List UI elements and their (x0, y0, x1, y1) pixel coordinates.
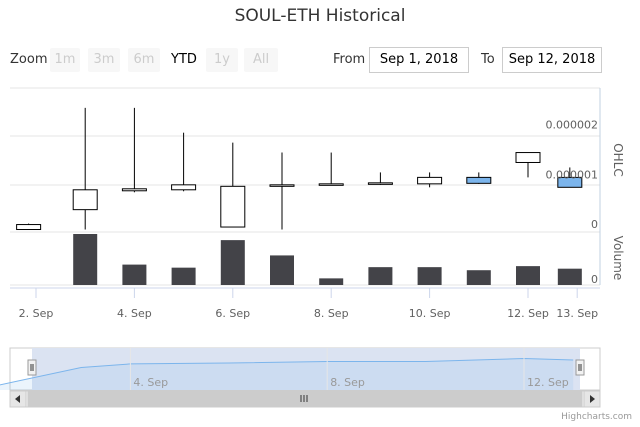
volume-bar (122, 264, 147, 285)
volume-bar (516, 266, 540, 285)
zoom-3m-button[interactable]: 3m (88, 48, 120, 72)
from-date-input[interactable]: Sep 1, 2018 (369, 47, 469, 73)
navigator-line (0, 357, 574, 386)
volume-bar (319, 278, 344, 285)
credits-link[interactable]: Highcharts.com (561, 412, 632, 422)
volume-series (73, 234, 582, 285)
grid-lines (10, 87, 601, 286)
navigator-area (0, 358, 574, 390)
volume-bar (73, 234, 98, 285)
x-tick-label: 12. Sep (507, 307, 549, 320)
candle-body (220, 185, 246, 228)
navigator-tick-label: 8. Sep (330, 376, 365, 389)
zoom-all-button[interactable]: All (244, 48, 278, 72)
x-tick-label: 6. Sep (215, 307, 250, 320)
zoom-1m-button[interactable]: 1m (50, 48, 80, 72)
navigator-tick-label: 4. Sep (133, 376, 168, 389)
zoom-1y-button[interactable]: 1y (206, 48, 238, 72)
navigator-mask (32, 348, 580, 390)
volume-tick-label: 0 (591, 273, 598, 286)
volume-bar (557, 268, 582, 285)
x-tick-label: 2. Sep (19, 307, 54, 320)
x-tick-label: 10. Sep (409, 307, 451, 320)
candle-body (515, 152, 541, 163)
arrow-left-icon (15, 395, 20, 403)
x-tick-label: 4. Sep (117, 307, 152, 320)
volume-bar (368, 267, 393, 285)
ohlc-tick-label: 0 (591, 218, 598, 231)
ohlc-axis-title: OHLC (611, 143, 625, 177)
zoom-6m-button[interactable]: 6m (128, 48, 160, 72)
volume-bar (466, 270, 491, 285)
volume-bar (171, 267, 196, 285)
ohlc-tick-label: 0.000001 (546, 168, 599, 181)
candle-body (269, 184, 295, 187)
volume-bar (220, 240, 245, 285)
zoom-label: Zoom (10, 52, 48, 67)
scrollbar-thumb[interactable] (27, 390, 583, 408)
volume-bar (417, 267, 442, 285)
to-date-input[interactable]: Sep 12, 2018 (502, 47, 602, 73)
navigator-right-handle[interactable] (575, 359, 585, 376)
candle-body (121, 188, 147, 192)
volume-axis-title: Volume (611, 236, 625, 281)
arrow-right-icon (590, 395, 595, 403)
candle-body (16, 224, 42, 231)
from-label: From (333, 52, 366, 67)
x-axis: 2. Sep 4. Sep 6. Sep 8. Sep 10. Sep 12. Sep 13… (10, 287, 600, 320)
x-tick-label: 13. Sep (556, 307, 598, 320)
to-label: To (481, 52, 495, 67)
navigator-left-handle[interactable] (27, 359, 37, 376)
candle-body (557, 176, 583, 188)
candle-body (171, 184, 197, 191)
candle-body (417, 176, 443, 185)
y-axis: 0 0.000001 0.000002 OHLC Volume 0 (546, 119, 626, 286)
volume-bar (270, 255, 294, 285)
navigator-tick-label: 12. Sep (527, 376, 569, 389)
ohlc-tick-label: 0.000002 (546, 119, 599, 132)
candlestick-series (16, 107, 583, 231)
zoom-ytd-button[interactable]: YTD (166, 48, 202, 72)
navigator[interactable]: 4. Sep 8. Sep 12. Sep (0, 347, 601, 408)
chart-title: SOUL-ETH Historical (234, 6, 406, 26)
candle-body (367, 182, 393, 185)
x-tick-label: 8. Sep (314, 307, 349, 320)
candle-body (318, 183, 344, 186)
candle-body (466, 176, 492, 184)
candle-body (72, 189, 98, 211)
